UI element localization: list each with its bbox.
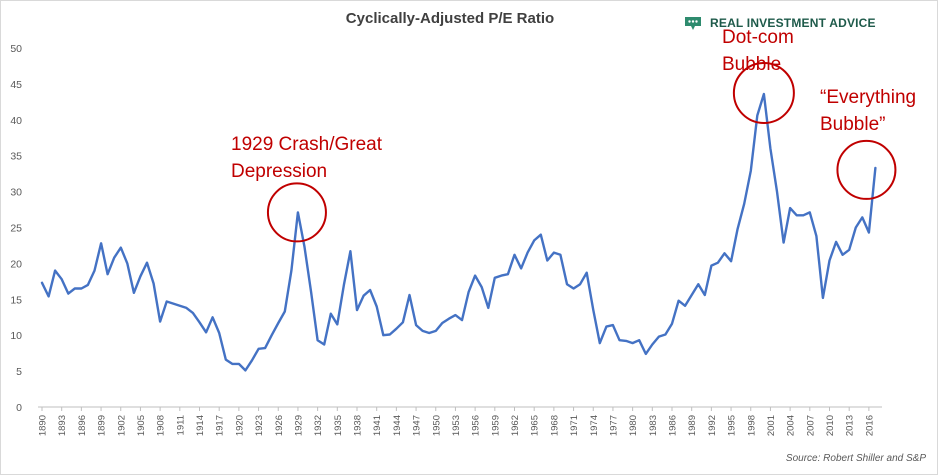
series-layer: [40, 92, 877, 372]
annotation-label: Depression: [231, 161, 327, 182]
x-tick-label: 1929: [293, 415, 304, 436]
x-tick-label: 2007: [805, 415, 816, 436]
y-tick-label: 0: [16, 402, 22, 414]
annotation-circle: [836, 139, 897, 200]
x-tick-label: 1953: [451, 415, 462, 436]
y-tick-label: 30: [10, 187, 22, 199]
y-tick-label: 40: [10, 115, 22, 127]
x-tick-label: 1986: [668, 415, 679, 436]
x-tick-label: 1905: [136, 415, 147, 436]
y-tick-label: 45: [10, 79, 22, 91]
brand-logo-group: REAL INVESTMENT ADVICE: [682, 10, 876, 36]
x-tick-label: 1947: [412, 415, 423, 436]
x-tick-label: 1965: [530, 415, 541, 436]
x-tick-label: 1995: [727, 415, 738, 436]
x-tick-label: 1989: [687, 415, 698, 436]
source-note: Source: Robert Shiller and S&P: [785, 453, 926, 464]
x-tick-label: 1962: [510, 415, 521, 436]
axis-layer: 0 5 10 15 20 25 30 35 40 45 50 1890 1893 1896 1899 1902…: [10, 43, 882, 436]
brand-name: REAL INVESTMENT ADVICE: [710, 16, 876, 30]
x-tick-label: 1893: [57, 415, 68, 436]
y-tick-label: 20: [10, 258, 22, 270]
x-tick-label: 1980: [628, 415, 639, 436]
annotation-label: “Everything: [820, 87, 916, 108]
x-tick-label: 1977: [608, 415, 619, 436]
x-tick-label: 1911: [175, 415, 186, 435]
x-tick-label: 1914: [195, 415, 206, 436]
annotation-layer: 1929 Crash/Great Depression Dot-com Bubble “…: [231, 27, 916, 243]
x-tick-label: 1950: [431, 415, 442, 436]
y-tick-label: 25: [10, 223, 22, 235]
x-tick-label: 1896: [77, 415, 88, 436]
x-tick-label: 1968: [549, 415, 560, 436]
x-tick-label: 1938: [353, 415, 364, 436]
annotation-circle: [732, 61, 795, 124]
x-tick-label: 2016: [864, 415, 875, 436]
x-tick-label: 1932: [313, 415, 324, 436]
x-tick-label: 1917: [215, 415, 226, 436]
x-tick-label: 1926: [274, 415, 285, 436]
annotation-label: Bubble: [722, 54, 781, 75]
y-tick-label: 5: [16, 366, 22, 378]
x-tick-label: 1899: [97, 415, 108, 436]
chart-title: Cyclically-Adjusted P/E Ratio: [345, 10, 555, 27]
y-tick-label: 35: [10, 151, 22, 163]
annotation-label: Dot-com: [722, 27, 794, 48]
cape-series-line: [40, 92, 877, 372]
x-tick-label: 2004: [786, 415, 797, 436]
x-tick-label: 1920: [234, 415, 245, 436]
x-tick-label: 2001: [766, 415, 777, 436]
x-tick-label: 1956: [471, 415, 482, 436]
x-tick-label: 1908: [156, 415, 167, 436]
x-tick-label: 1935: [333, 415, 344, 436]
x-tick-label: 1971: [569, 415, 580, 436]
x-tick-label: 2013: [845, 415, 856, 436]
x-tick-label: 1890: [38, 415, 49, 436]
x-tick-label: 1959: [490, 415, 501, 436]
x-tick-label: 1944: [392, 415, 403, 436]
x-tick-label: 1974: [589, 415, 600, 436]
x-tick-label: 1902: [116, 415, 127, 436]
x-tick-label: 1941: [372, 415, 383, 436]
brand-logo-icon: [685, 17, 701, 30]
y-tick-label: 50: [10, 43, 22, 55]
x-tick-label: 1923: [254, 415, 265, 436]
x-tick-label: 1983: [648, 415, 659, 436]
y-tick-label: 15: [10, 294, 22, 306]
annotation-circle: [266, 182, 327, 243]
annotation-label: Bubble”: [820, 114, 886, 135]
x-tick-label: 1992: [707, 415, 718, 436]
x-tick-label: 1998: [746, 415, 757, 436]
annotation-label: 1929 Crash/Great: [231, 134, 383, 155]
x-tick-label: 2010: [825, 415, 836, 436]
y-tick-label: 10: [10, 330, 22, 342]
